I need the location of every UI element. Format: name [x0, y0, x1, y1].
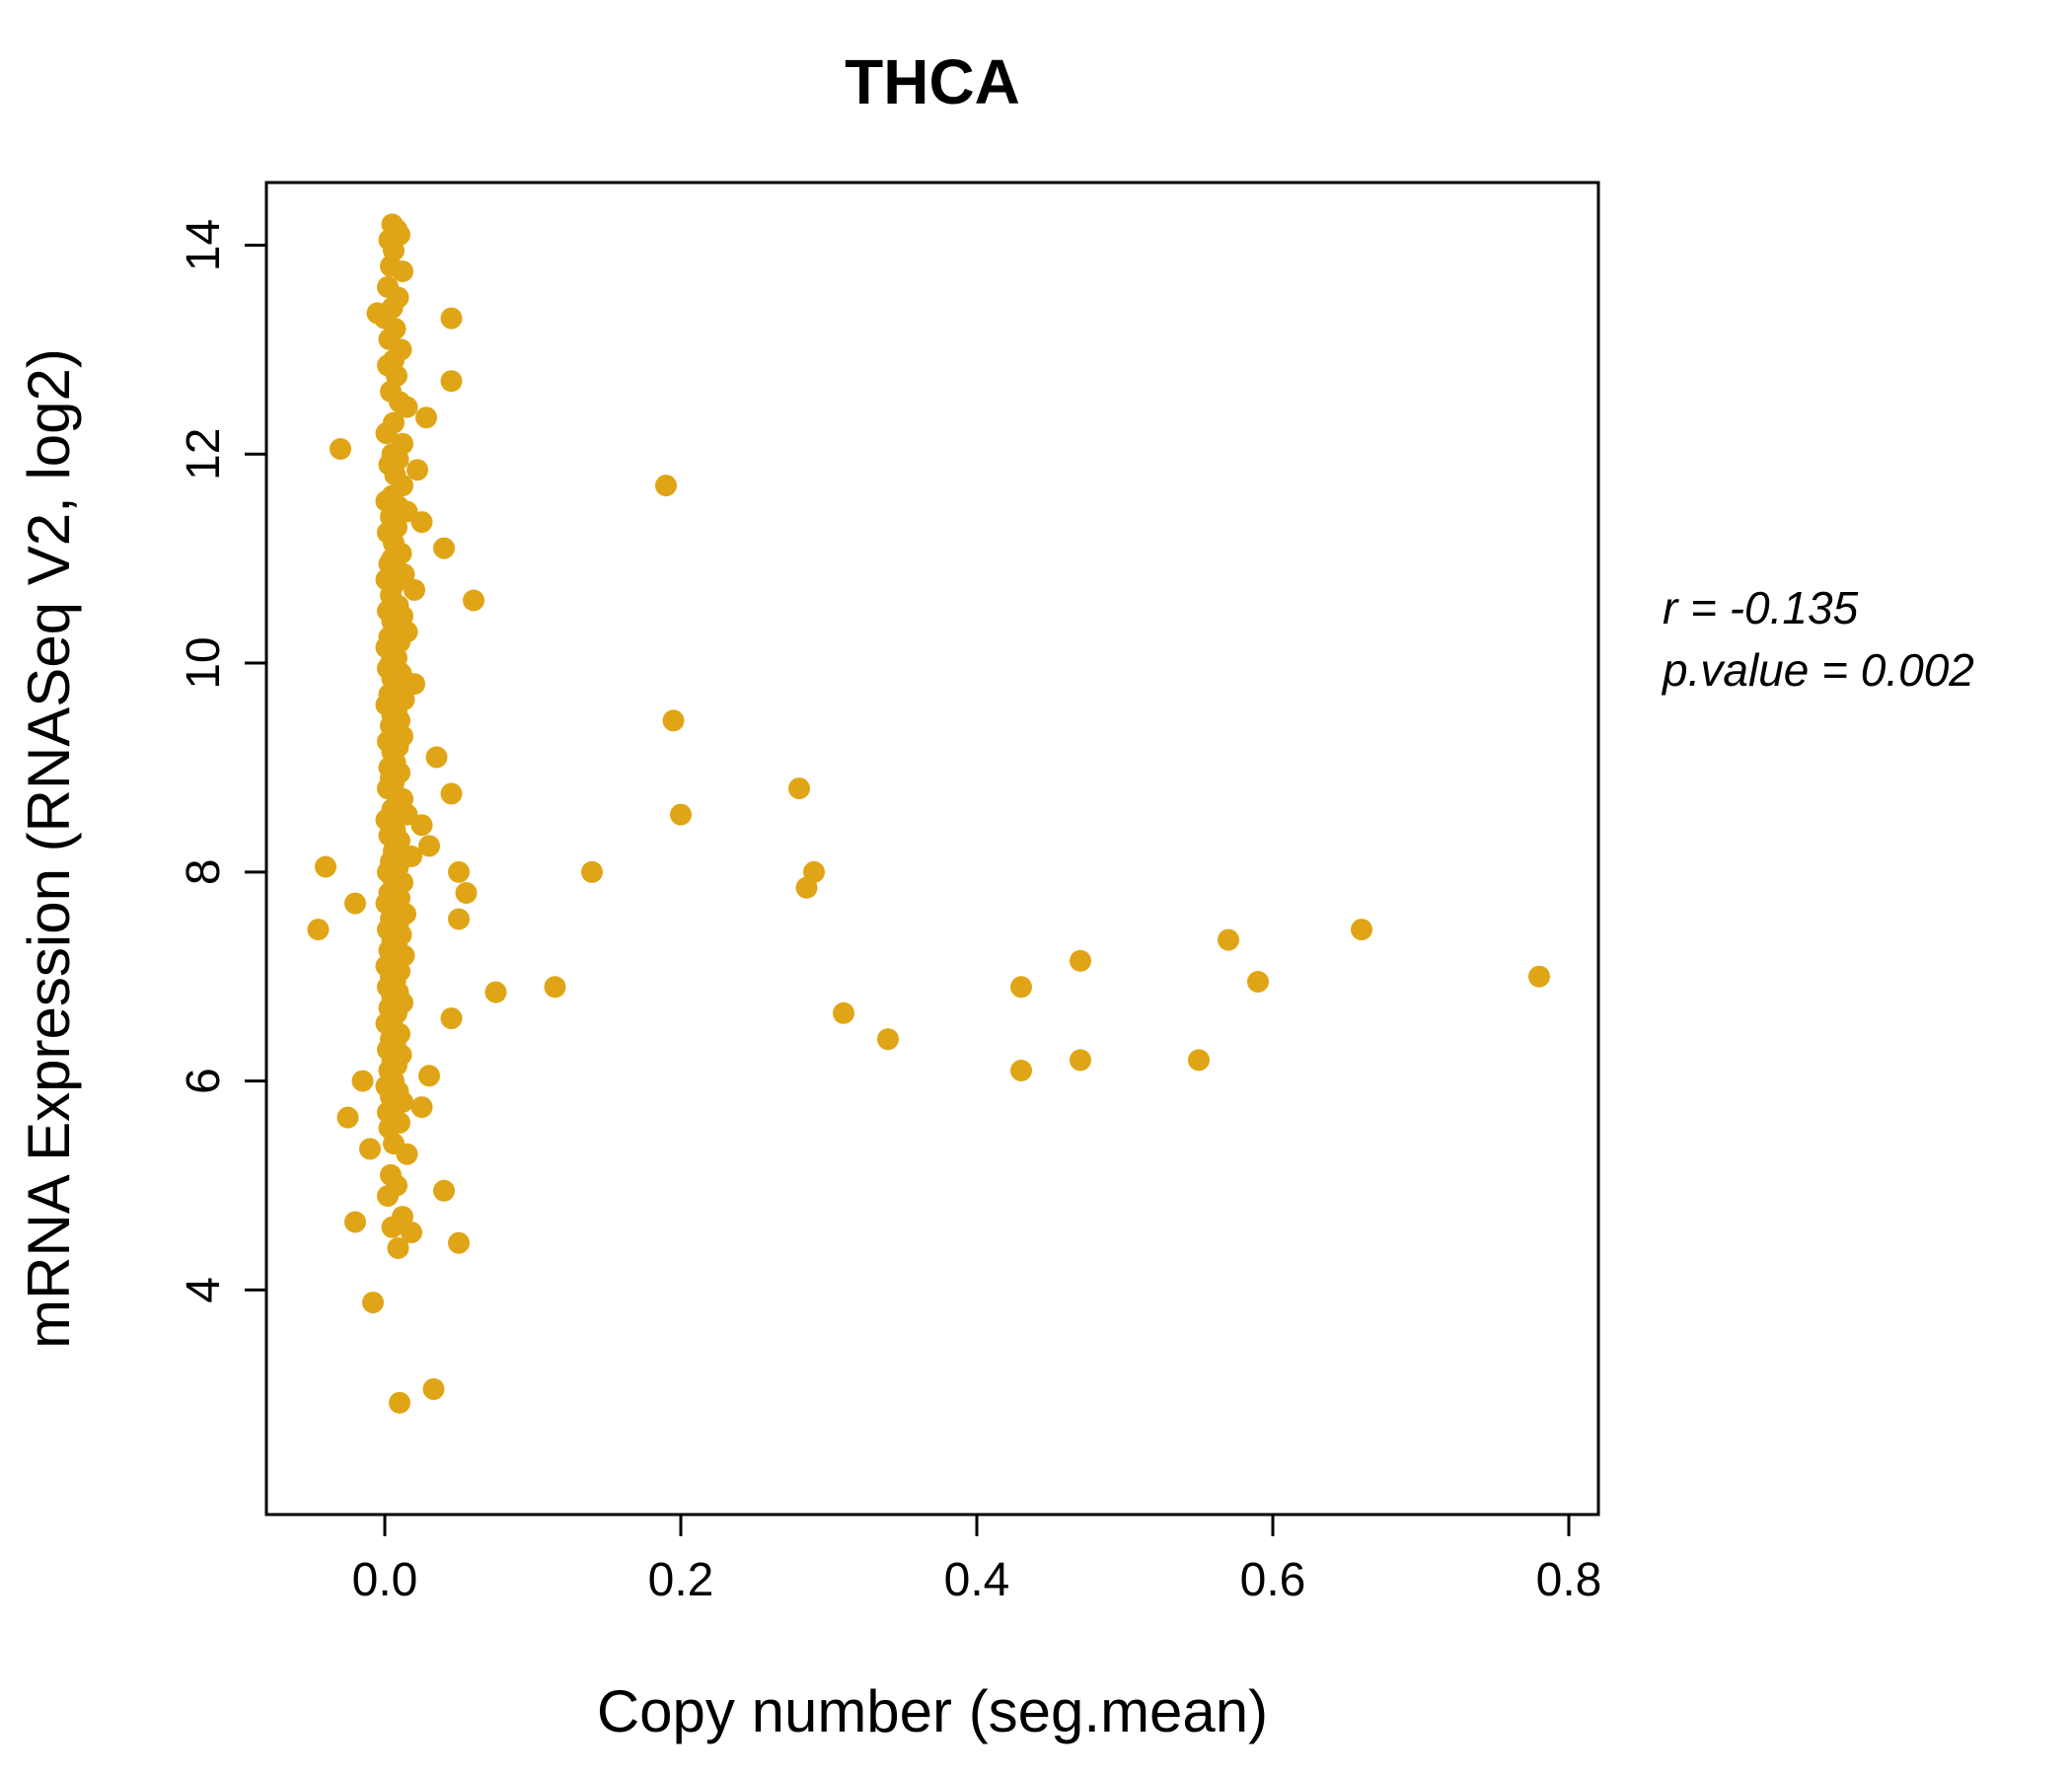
data-point	[410, 511, 433, 534]
data-point	[1351, 919, 1372, 941]
data-point	[1247, 971, 1269, 993]
x-tick-label: 0.6	[1240, 1554, 1306, 1606]
data-point	[330, 438, 351, 460]
data-point	[544, 976, 566, 999]
data-point	[392, 260, 413, 282]
data-point	[662, 709, 685, 732]
data-point	[396, 1143, 418, 1165]
data-point	[433, 537, 455, 559]
data-point	[1218, 928, 1239, 951]
data-point	[396, 396, 418, 418]
plot-frame	[264, 181, 1600, 1517]
data-point	[455, 882, 478, 904]
data-point	[1070, 1049, 1091, 1072]
data-point	[788, 777, 810, 800]
data-point	[448, 908, 470, 930]
data-point	[344, 1211, 366, 1233]
annotation-r-value: r = -0.135	[1663, 582, 1859, 633]
data-point	[877, 1028, 899, 1051]
x-tick-label: 0.8	[1536, 1554, 1602, 1606]
data-point	[581, 860, 603, 883]
y-axis-label: mRNA Expression (RNASeq V2, log2)	[16, 348, 82, 1349]
data-point	[433, 1179, 455, 1202]
data-point	[463, 589, 484, 612]
data-point	[1070, 949, 1091, 972]
data-point	[415, 407, 437, 429]
annotation-p-value: p.value = 0.002	[1661, 644, 1974, 696]
data-point	[387, 1237, 409, 1259]
data-point	[440, 782, 463, 805]
plot-border	[264, 181, 1600, 1517]
y-tick-label: 12	[178, 428, 230, 481]
data-point	[795, 876, 818, 899]
x-axis-label: Copy number (seg.mean)	[597, 1678, 1268, 1744]
x-tick-label: 0.4	[944, 1554, 1010, 1606]
y-tick-label: 14	[178, 219, 230, 271]
x-tick-label: 0.2	[648, 1554, 714, 1606]
data-point	[440, 1007, 463, 1030]
data-point	[670, 803, 692, 826]
data-point	[425, 746, 448, 769]
data-point	[448, 1231, 470, 1254]
data-point	[404, 578, 425, 601]
data-point	[418, 835, 440, 857]
y-tick-label: 8	[178, 858, 230, 885]
data-point	[362, 1292, 384, 1314]
data-point	[359, 1138, 381, 1160]
data-point	[484, 981, 507, 1003]
data-point	[307, 919, 330, 941]
data-point	[407, 459, 428, 481]
data-point	[1010, 1060, 1032, 1081]
x-tick-label: 0.0	[352, 1554, 418, 1606]
data-point	[410, 814, 433, 837]
data-point	[344, 892, 366, 915]
data-point	[418, 1065, 440, 1087]
data-point	[315, 855, 336, 878]
data-point	[401, 1221, 422, 1244]
data-point	[351, 1070, 374, 1092]
data-point	[1010, 976, 1032, 999]
data-point	[1528, 965, 1550, 988]
y-tick-label: 10	[178, 636, 230, 689]
data-point	[375, 422, 398, 445]
data-point	[440, 370, 463, 393]
data-point	[377, 1185, 399, 1208]
data-point	[440, 307, 463, 330]
y-tick-label: 6	[178, 1068, 230, 1094]
axes-ticks: 0.0 0.2 0.4 0.6 0.8 4 6 8 10 12 14	[178, 219, 1601, 1606]
data-point	[404, 673, 425, 696]
chart-title: THCA	[845, 46, 1020, 117]
y-tick-label: 4	[178, 1277, 230, 1303]
data-point	[336, 1106, 359, 1129]
data-point	[833, 1001, 854, 1024]
data-point	[389, 1391, 410, 1414]
data-point	[1188, 1049, 1210, 1072]
data-points-layer	[307, 213, 1550, 1414]
data-point	[422, 1377, 445, 1400]
data-point	[381, 1216, 404, 1238]
data-point	[655, 475, 677, 497]
data-point	[410, 1096, 433, 1119]
data-point	[448, 860, 470, 883]
